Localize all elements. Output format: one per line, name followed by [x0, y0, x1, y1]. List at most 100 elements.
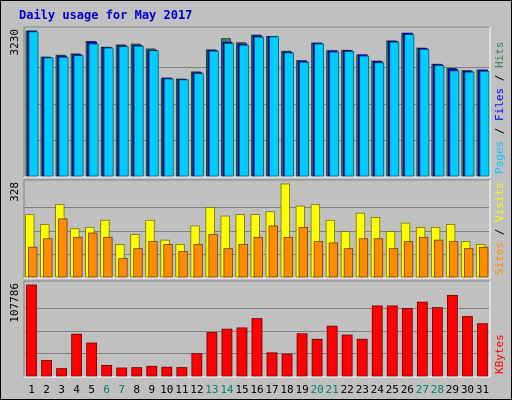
bar-kbytes-day-23 — [356, 338, 368, 377]
x-tick-label-day-14: 14 — [220, 383, 234, 396]
bar-kbytes-day-17 — [266, 352, 278, 377]
bar-pages-day-30 — [464, 71, 475, 177]
bar-kbytes-day-1 — [26, 284, 37, 377]
x-tick-label-day-23: 23 — [356, 383, 369, 396]
bar-sites-day-25 — [388, 248, 399, 278]
legend-entry-files: Files — [493, 88, 506, 121]
bar-pages-day-11 — [178, 79, 189, 177]
bar-kbytes-day-4 — [71, 333, 82, 377]
bar-kbytes-day-22 — [341, 334, 353, 377]
bar-pages-day-13 — [208, 50, 219, 177]
bar-sites-day-1 — [28, 246, 38, 278]
x-tick-label-day-29: 29 — [446, 383, 459, 396]
panel-visits-plot-area-light-edge — [24, 180, 491, 279]
bar-kbytes-day-13 — [206, 332, 218, 377]
x-tick-label-day-19: 19 — [295, 383, 308, 396]
bar-sites-day-8 — [133, 248, 143, 278]
legend-entry-sites: Sites — [493, 242, 506, 275]
x-tick-label-day-4: 4 — [73, 383, 80, 396]
bar-pages-day-15 — [239, 44, 249, 177]
bar-kbytes-day-31 — [477, 323, 488, 377]
bar-pages-day-4 — [73, 55, 84, 177]
bar-pages-day-14 — [224, 43, 234, 177]
panel-kbytes: 107786 KBytes — [8, 280, 506, 378]
x-tick-label-day-27: 27 — [416, 383, 429, 396]
panel-visits: 328 Sites / Visits — [8, 179, 506, 279]
x-axis-day-labels: 1 2 3 4 5 6 7 8 9 10 11 12 13 14 15 16 17 18 19 20 21 22 23 24 2… — [28, 383, 489, 396]
x-tick-label-day-1: 1 — [28, 383, 35, 396]
bar-pages-day-16 — [254, 36, 264, 177]
bar-sites-day-4 — [73, 236, 83, 278]
bar-sites-day-14 — [223, 248, 233, 278]
bar-sites-day-18 — [283, 236, 293, 278]
bar-sites-day-23 — [358, 238, 369, 278]
x-tick-label-day-9: 9 — [148, 383, 155, 396]
bar-sites-day-12 — [193, 243, 203, 278]
panel-visits-ymax-label: 328 — [8, 182, 21, 202]
panel-visits-plot-area-shadow-edge — [23, 179, 490, 278]
panel-kbytes-legend: KBytes — [493, 334, 506, 374]
x-tick-label-day-3: 3 — [58, 383, 65, 396]
bar-pages-day-1 — [28, 31, 39, 177]
x-tick-label-day-15: 15 — [235, 383, 248, 396]
x-tick-label-day-8: 8 — [133, 383, 140, 396]
bar-kbytes-day-6 — [101, 365, 113, 377]
x-tick-label-day-5: 5 — [88, 383, 95, 396]
bar-pages-day-18 — [284, 52, 294, 177]
bar-pages-day-10 — [163, 78, 174, 177]
bar-sites-day-15 — [238, 243, 248, 278]
panel-visits-legend: Sites / Visits — [493, 182, 506, 275]
bar-pages-day-12 — [193, 73, 204, 177]
legend-entry-visits: Visits — [493, 182, 506, 222]
bar-sites-day-24 — [373, 238, 384, 278]
bar-sites-day-11 — [178, 251, 188, 278]
bar-sites-day-16 — [253, 236, 263, 278]
bar-sites-day-21 — [328, 242, 339, 278]
bar-pages-day-28 — [434, 65, 445, 177]
bar-sites-day-29 — [448, 241, 459, 278]
x-tick-label-day-22: 22 — [341, 383, 354, 396]
bar-sites-day-28 — [433, 239, 444, 278]
panel-hits-legend: Pages / Files / Hits — [493, 42, 506, 175]
x-tick-label-day-10: 10 — [160, 383, 173, 396]
bar-sites-day-19 — [298, 226, 308, 278]
bar-kbytes-day-25 — [386, 305, 398, 377]
bar-sites-day-22 — [343, 248, 354, 278]
panel-kbytes-plot-area-light-edge — [24, 281, 491, 378]
bar-pages-day-25 — [389, 41, 400, 177]
x-tick-label-day-7: 7 — [118, 383, 125, 396]
bar-kbytes-day-9 — [146, 365, 158, 377]
x-tick-label-day-16: 16 — [250, 383, 263, 396]
bar-pages-day-3 — [58, 57, 69, 177]
bar-sites-day-3 — [58, 218, 68, 278]
x-tick-label-day-26: 26 — [401, 383, 414, 396]
bar-kbytes-day-21 — [326, 325, 338, 377]
bar-kbytes-day-7 — [116, 367, 128, 377]
x-tick-label-day-31: 31 — [476, 383, 489, 396]
bar-kbytes-day-19 — [296, 333, 308, 377]
x-tick-label-day-25: 25 — [386, 383, 399, 396]
panel-hits-ymax-label: 3230 — [8, 29, 21, 56]
bar-kbytes-day-29 — [446, 294, 458, 377]
x-tick-label-day-11: 11 — [175, 383, 188, 396]
bar-pages-day-22 — [344, 51, 355, 177]
x-tick-label-day-18: 18 — [280, 383, 293, 396]
bar-pages-day-20 — [314, 43, 325, 177]
legend-separator: / — [493, 68, 506, 88]
legend-entry-kbytes: KBytes — [493, 334, 506, 374]
bar-pages-day-9 — [148, 50, 159, 177]
panel-kbytes-plot-area-shadow-edge — [23, 280, 490, 377]
bar-kbytes-day-30 — [462, 316, 473, 377]
chart-panels: 3230 Pages / Files / Hits 328 Sites / Visit… — [8, 26, 506, 378]
bar-kbytes-day-16 — [251, 318, 263, 377]
bar-sites-day-9 — [148, 241, 158, 278]
x-tick-label-day-6: 6 — [103, 383, 110, 396]
bar-pages-day-26 — [404, 34, 415, 177]
bar-sites-day-7 — [118, 258, 128, 278]
bar-kbytes-day-2 — [41, 359, 52, 377]
panel-visits-bars — [25, 183, 489, 278]
bar-kbytes-day-18 — [281, 353, 293, 377]
bar-kbytes-day-28 — [431, 307, 443, 377]
